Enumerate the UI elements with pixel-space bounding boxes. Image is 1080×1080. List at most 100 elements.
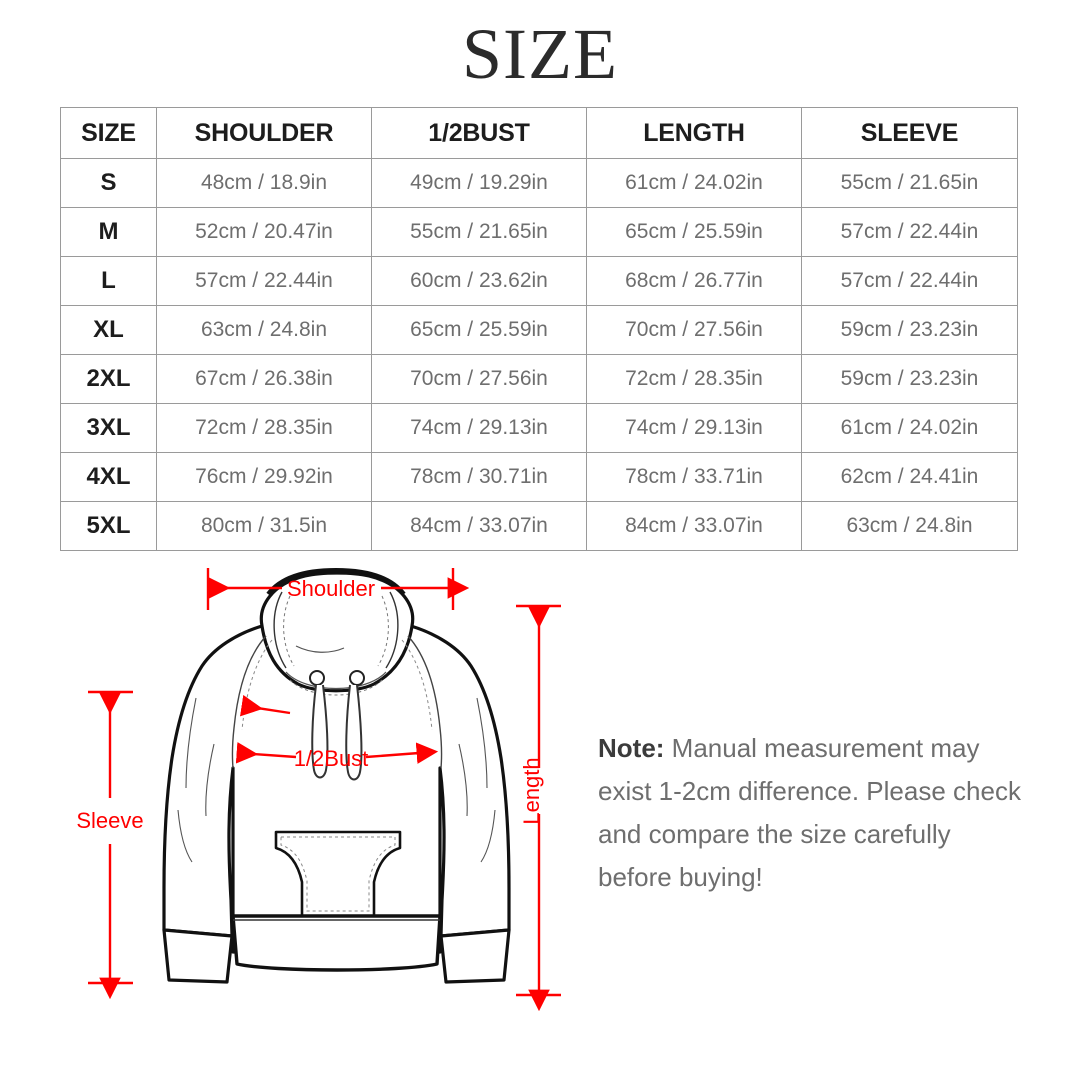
hood-crease-left bbox=[295, 645, 345, 653]
half-bust-arrow-right bbox=[365, 742, 439, 764]
cell-half-bust: 49cm / 19.29in bbox=[371, 158, 587, 208]
cuff-left bbox=[162, 928, 234, 984]
cell-size: 5XL bbox=[60, 501, 157, 551]
hood-neck-curve bbox=[285, 671, 387, 690]
cell-half-bust: 74cm / 29.13in bbox=[371, 403, 587, 453]
cell-length: 65cm / 25.59in bbox=[586, 207, 802, 257]
hood-left-fold bbox=[273, 591, 287, 669]
half-bust-arrow-left bbox=[235, 742, 297, 764]
cell-length: 72cm / 28.35in bbox=[586, 354, 802, 404]
hood-top-band bbox=[266, 567, 406, 596]
drawstring-right bbox=[345, 684, 363, 781]
shoulder-label: Shoulder bbox=[287, 576, 375, 601]
cell-length: 78cm / 33.71in bbox=[586, 452, 802, 502]
sleeve-crease-right-2 bbox=[458, 743, 468, 817]
hood-seam-dash-left bbox=[283, 595, 295, 667]
cell-shoulder: 67cm / 26.38in bbox=[156, 354, 372, 404]
cell-half-bust: 65cm / 25.59in bbox=[371, 305, 587, 355]
drawstring-left bbox=[311, 684, 329, 779]
cell-sleeve: 57cm / 22.44in bbox=[801, 256, 1018, 306]
hood-seam-dash-right bbox=[377, 595, 389, 667]
annotation-shoulder: Shoulder bbox=[206, 568, 470, 610]
sleeve-pointer-arrow bbox=[240, 694, 291, 717]
sleeve-label: Sleeve bbox=[76, 808, 143, 833]
table-row: S 48cm / 18.9in 49cm / 19.29in 61cm / 24… bbox=[60, 158, 1018, 208]
column-header-half-bust: 1/2BUST bbox=[371, 107, 587, 159]
cell-half-bust: 70cm / 27.56in bbox=[371, 354, 587, 404]
table-row: L 57cm / 22.44in 60cm / 23.62in 68cm / 2… bbox=[60, 256, 1018, 306]
column-header-size: SIZE bbox=[60, 107, 157, 159]
half-bust-label: 1/2Bust bbox=[294, 746, 369, 771]
armhole-seam-left bbox=[231, 635, 267, 769]
cell-sleeve: 59cm / 23.23in bbox=[801, 305, 1018, 355]
cell-shoulder: 57cm / 22.44in bbox=[156, 256, 372, 306]
annotation-sleeve: Sleeve bbox=[76, 690, 144, 1000]
length-label: Length bbox=[519, 757, 544, 824]
cell-shoulder: 80cm / 31.5in bbox=[156, 501, 372, 551]
note-block: Note: Manual measurement may exist 1-2cm… bbox=[598, 727, 1028, 899]
cell-size: M bbox=[60, 207, 157, 257]
sleeve-crease-right-3 bbox=[480, 809, 496, 863]
cell-shoulder: 76cm / 29.92in bbox=[156, 452, 372, 502]
sleeve-crease-right-1 bbox=[476, 697, 488, 789]
hood-neck-dash bbox=[289, 679, 383, 696]
table-row: 4XL 76cm / 29.92in 78cm / 30.71in 78cm /… bbox=[60, 452, 1018, 502]
eyelet-left bbox=[309, 670, 325, 686]
table-row: M 52cm / 20.47in 55cm / 21.65in 65cm / 2… bbox=[60, 207, 1018, 257]
table-row: 5XL 80cm / 31.5in 84cm / 33.07in 84cm / … bbox=[60, 501, 1018, 551]
armhole-seam-right bbox=[407, 635, 443, 769]
waist-hem-band bbox=[231, 914, 442, 972]
cell-size: S bbox=[60, 158, 157, 208]
table-row: 2XL 67cm / 26.38in 70cm / 27.56in 72cm /… bbox=[60, 354, 1018, 404]
size-table: SIZE SHOULDER 1/2BUST LENGTH SLEEVE S 48… bbox=[60, 107, 1018, 551]
cell-shoulder: 72cm / 28.35in bbox=[156, 403, 372, 453]
table-header-row: SIZE SHOULDER 1/2BUST LENGTH SLEEVE bbox=[60, 107, 1018, 159]
note-text: Manual measurement may exist 1-2cm diffe… bbox=[598, 733, 1021, 892]
cell-sleeve: 61cm / 24.02in bbox=[801, 403, 1018, 453]
table-row: XL 63cm / 24.8in 65cm / 25.59in 70cm / 2… bbox=[60, 305, 1018, 355]
hoodie-measurement-diagram: Shoulder 1/2Bust Length bbox=[0, 548, 1080, 1018]
sleeve-crease-left-3 bbox=[177, 809, 193, 863]
cell-length: 68cm / 26.77in bbox=[586, 256, 802, 306]
cell-half-bust: 60cm / 23.62in bbox=[371, 256, 587, 306]
table-row: 3XL 72cm / 28.35in 74cm / 29.13in 74cm /… bbox=[60, 403, 1018, 453]
armhole-dash-right bbox=[401, 639, 433, 731]
cell-sleeve: 57cm / 22.44in bbox=[801, 207, 1018, 257]
cell-size: 2XL bbox=[60, 354, 157, 404]
cell-shoulder: 48cm / 18.9in bbox=[156, 158, 372, 208]
column-header-sleeve: SLEEVE bbox=[801, 107, 1018, 159]
column-header-shoulder: SHOULDER bbox=[156, 107, 372, 159]
sleeve-crease-left-2 bbox=[205, 743, 215, 817]
cell-half-bust: 78cm / 30.71in bbox=[371, 452, 587, 502]
cell-length: 84cm / 33.07in bbox=[586, 501, 802, 551]
annotation-length: Length bbox=[516, 604, 561, 1012]
column-header-length: LENGTH bbox=[586, 107, 802, 159]
cell-sleeve: 59cm / 23.23in bbox=[801, 354, 1018, 404]
cell-shoulder: 52cm / 20.47in bbox=[156, 207, 372, 257]
cell-sleeve: 62cm / 24.41in bbox=[801, 452, 1018, 502]
hoodie-illustration bbox=[162, 567, 511, 984]
cell-shoulder: 63cm / 24.8in bbox=[156, 305, 372, 355]
cuff-right bbox=[439, 928, 511, 984]
armhole-dash-left bbox=[241, 639, 273, 731]
annotation-half-bust: 1/2Bust bbox=[235, 742, 439, 771]
cell-half-bust: 55cm / 21.65in bbox=[371, 207, 587, 257]
hood-outer-shape bbox=[259, 571, 415, 693]
cell-sleeve: 63cm / 24.8in bbox=[801, 501, 1018, 551]
cell-size: L bbox=[60, 256, 157, 306]
cell-size: 4XL bbox=[60, 452, 157, 502]
page-title: SIZE bbox=[462, 14, 618, 94]
sleeve-crease-left-1 bbox=[185, 697, 197, 789]
cell-half-bust: 84cm / 33.07in bbox=[371, 501, 587, 551]
cell-sleeve: 55cm / 21.65in bbox=[801, 158, 1018, 208]
cell-size: XL bbox=[60, 305, 157, 355]
cell-length: 70cm / 27.56in bbox=[586, 305, 802, 355]
cell-size: 3XL bbox=[60, 403, 157, 453]
eyelet-right bbox=[349, 670, 365, 686]
cell-length: 61cm / 24.02in bbox=[586, 158, 802, 208]
pocket-stitch-dash bbox=[280, 836, 396, 912]
note-label: Note: bbox=[598, 733, 665, 763]
cell-length: 74cm / 29.13in bbox=[586, 403, 802, 453]
hood-right-fold bbox=[385, 591, 399, 669]
